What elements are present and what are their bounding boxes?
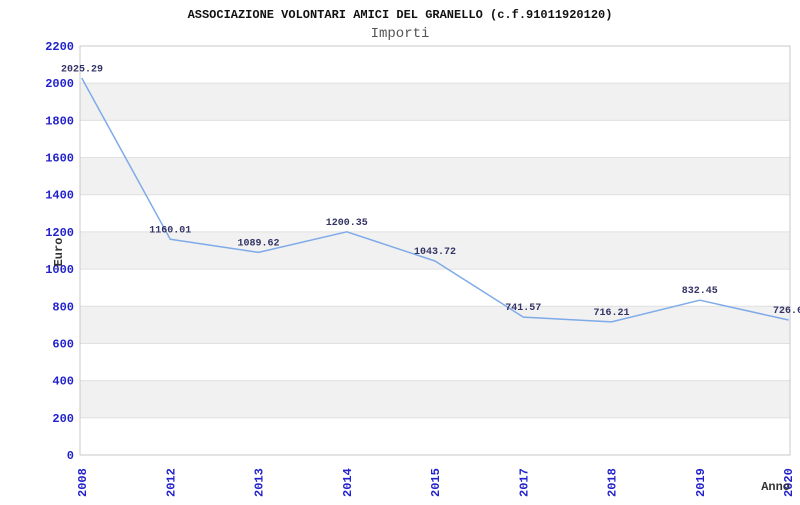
x-axis-tick-label: 2019 (694, 468, 708, 497)
plot-background-band (80, 269, 790, 307)
chart-title: ASSOCIAZIONE VOLONTARI AMICI DEL GRANELL… (187, 8, 613, 22)
y-axis-tick-label: 2000 (45, 77, 74, 91)
x-axis-title: Anno (761, 480, 790, 494)
plot-background-band (80, 194, 790, 232)
y-axis-tick-label: 200 (52, 412, 74, 426)
y-axis-tick-label: 1600 (45, 152, 74, 166)
y-axis-tick-label: 1800 (45, 114, 74, 128)
chart-subtitle: Importi (370, 26, 430, 42)
plot-background-band (80, 343, 790, 381)
chart-line-importi (81, 77, 789, 323)
plot-background-band (80, 83, 790, 121)
plot-background-band (80, 46, 790, 84)
y-axis-tick-label: 0 (67, 449, 74, 463)
y-axis-tick-label: 600 (52, 337, 74, 351)
plot-background-band (80, 231, 790, 270)
y-axis-tick-label: 1400 (45, 189, 74, 203)
y-axis-tick-label: 2200 (45, 40, 74, 54)
x-axis-tick-label: 2015 (429, 468, 443, 497)
data-point-label: 716.21 (593, 308, 629, 319)
y-axis-tick-label: 800 (52, 300, 74, 314)
data-point-label: 1160.01 (149, 225, 191, 236)
data-point-label: 741.57 (505, 303, 541, 314)
y-axis-title: Euro (52, 238, 66, 267)
data-point-label: 726.6 (773, 306, 800, 317)
x-axis-tick-label: 2018 (606, 468, 620, 497)
data-point-label: 1200.35 (326, 218, 368, 229)
x-axis-tick-label: 2020 (782, 468, 796, 497)
y-axis-tick-label: 1000 (45, 263, 74, 277)
x-axis-tick-label: 2012 (164, 468, 178, 497)
plot-background-band (80, 380, 790, 418)
x-axis-tick-label: 2008 (76, 468, 90, 497)
data-point-label: 1089.62 (237, 238, 279, 249)
plot-background-band (80, 417, 790, 455)
plot-border (79, 45, 791, 456)
y-axis-tick-label: 400 (52, 375, 74, 389)
y-axis-tick-label: 1200 (45, 226, 74, 240)
plot-background-band (80, 157, 790, 195)
data-point-label: 2025.29 (61, 65, 103, 76)
x-axis-tick-label: 2013 (253, 468, 267, 497)
plot-background-band (80, 120, 790, 158)
x-axis-tick-label: 2017 (517, 468, 531, 497)
x-axis-tick-label: 2014 (341, 468, 355, 497)
data-point-label: 1043.72 (414, 247, 456, 258)
plot-background-band (80, 306, 790, 344)
data-point-label: 832.45 (682, 286, 718, 297)
